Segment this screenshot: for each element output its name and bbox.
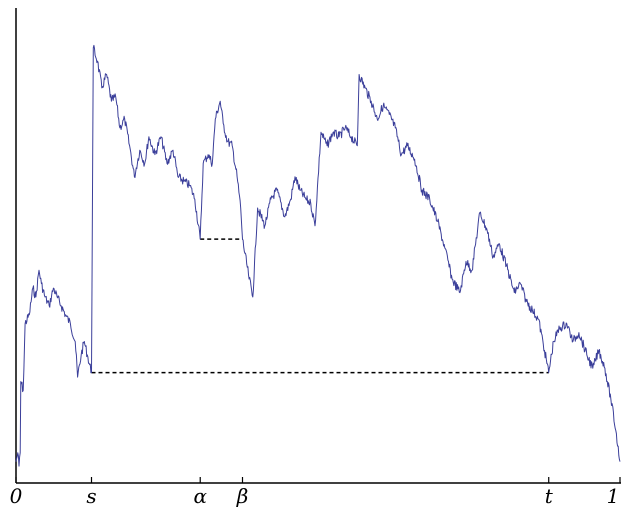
- dashed-level-lines: [91, 238, 549, 374]
- x-tick-label-0: 0: [10, 484, 23, 508]
- x-tick-label-3: β: [236, 484, 249, 508]
- series-line-0: [15, 44, 621, 467]
- x-tick-label-1: s: [86, 484, 96, 508]
- x-tick-label-4: t: [545, 484, 554, 508]
- x-tick-label-2: α: [193, 484, 207, 508]
- x-tick-label-5: 1: [607, 484, 620, 508]
- x-ticks: 0 s α β t 1: [10, 477, 621, 508]
- path-series: [15, 44, 621, 467]
